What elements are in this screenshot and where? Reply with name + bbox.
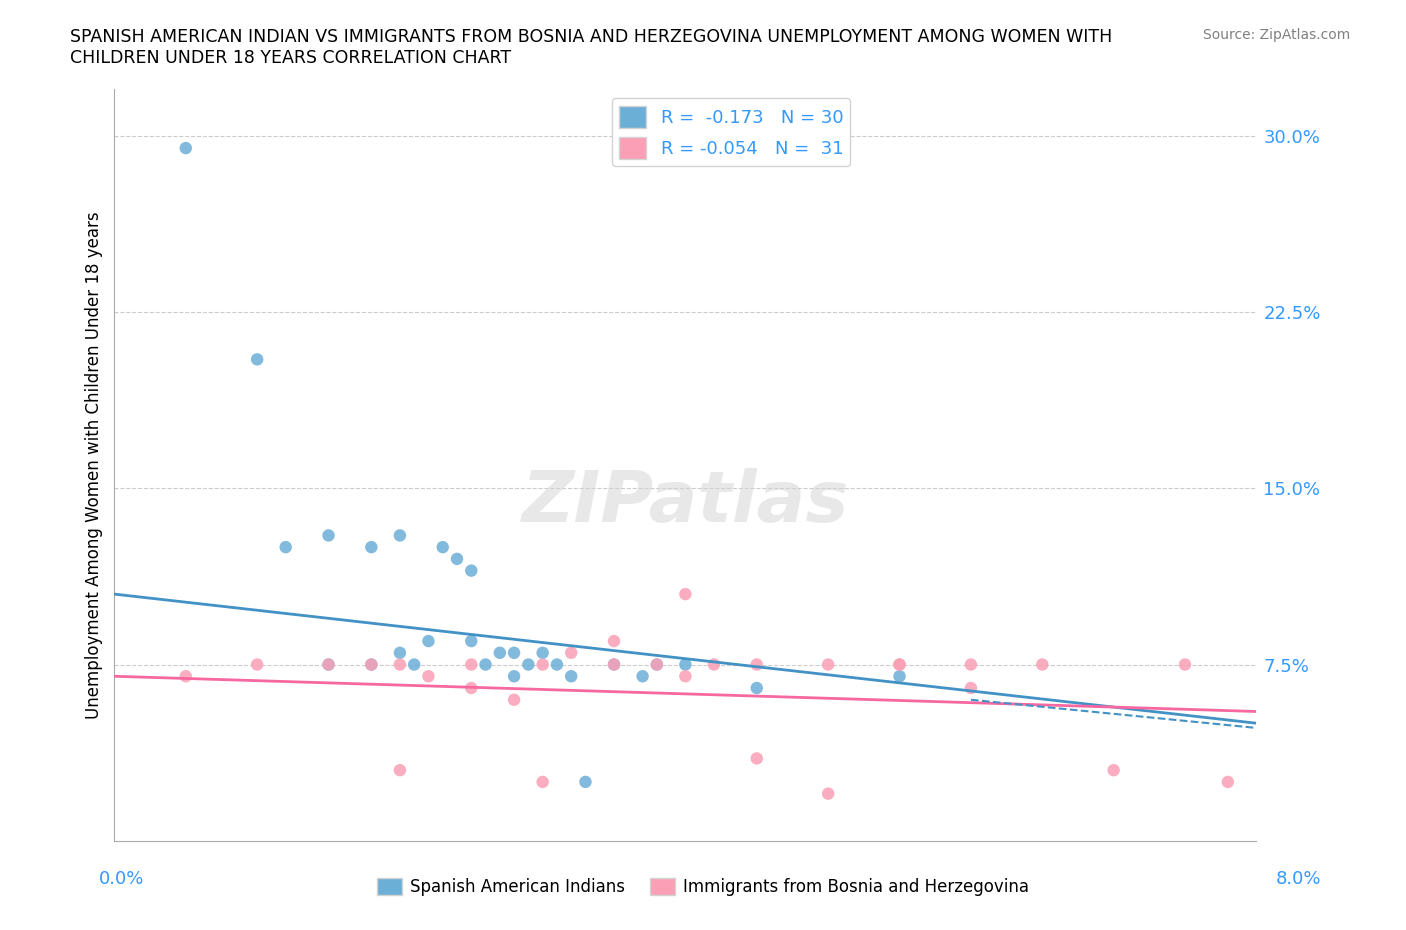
Point <box>446 551 468 566</box>
Point <box>460 564 482 578</box>
Point <box>673 658 696 672</box>
Point <box>703 658 725 672</box>
Point <box>673 587 696 602</box>
Point <box>960 681 983 696</box>
Point <box>360 658 382 672</box>
Point <box>318 658 340 672</box>
Point <box>388 528 411 543</box>
Point <box>503 692 526 707</box>
Point <box>817 786 839 801</box>
Point <box>645 658 668 672</box>
Point <box>531 658 554 672</box>
Point <box>503 645 526 660</box>
Point <box>388 645 411 660</box>
Point <box>574 775 596 790</box>
Point <box>1174 658 1197 672</box>
Point <box>889 658 911 672</box>
Point <box>889 669 911 684</box>
Point <box>673 669 696 684</box>
Point <box>246 352 269 366</box>
Legend: R =  -0.173   N = 30, R = -0.054   N =  31: R = -0.173 N = 30, R = -0.054 N = 31 <box>612 99 851 166</box>
Point <box>560 645 582 660</box>
Point <box>460 681 482 696</box>
Point <box>745 658 768 672</box>
Text: 8.0%: 8.0% <box>1277 870 1322 887</box>
Point <box>1102 763 1125 777</box>
Point <box>603 633 626 648</box>
Point <box>274 539 297 554</box>
Point <box>246 658 269 672</box>
Point <box>560 669 582 684</box>
Point <box>503 669 526 684</box>
Point <box>360 539 382 554</box>
Point <box>418 669 440 684</box>
Point <box>531 775 554 790</box>
Y-axis label: Unemployment Among Women with Children Under 18 years: Unemployment Among Women with Children U… <box>86 211 103 719</box>
Point <box>603 658 626 672</box>
Point <box>531 645 554 660</box>
Point <box>388 763 411 777</box>
Point <box>631 669 654 684</box>
Point <box>517 658 540 672</box>
Point <box>432 539 454 554</box>
Point <box>418 633 440 648</box>
Point <box>603 658 626 672</box>
Point <box>460 658 482 672</box>
Point <box>745 751 768 766</box>
Point <box>889 658 911 672</box>
Point <box>174 140 197 155</box>
Point <box>318 528 340 543</box>
Point <box>546 658 568 672</box>
Point <box>174 669 197 684</box>
Point <box>460 633 482 648</box>
Point <box>645 658 668 672</box>
Point <box>960 658 983 672</box>
Point <box>1216 775 1239 790</box>
Text: 0.0%: 0.0% <box>98 870 143 887</box>
Point <box>474 658 496 672</box>
Text: ZIPatlas: ZIPatlas <box>522 468 849 537</box>
Text: Source: ZipAtlas.com: Source: ZipAtlas.com <box>1202 28 1350 42</box>
Point <box>1031 658 1053 672</box>
Point <box>360 658 382 672</box>
Point <box>318 658 340 672</box>
Point <box>388 658 411 672</box>
Point <box>488 645 510 660</box>
Point <box>817 658 839 672</box>
Point <box>745 681 768 696</box>
Point <box>404 658 426 672</box>
Legend: Spanish American Indians, Immigrants from Bosnia and Herzegovina: Spanish American Indians, Immigrants fro… <box>370 871 1036 903</box>
Text: SPANISH AMERICAN INDIAN VS IMMIGRANTS FROM BOSNIA AND HERZEGOVINA UNEMPLOYMENT A: SPANISH AMERICAN INDIAN VS IMMIGRANTS FR… <box>70 28 1112 67</box>
